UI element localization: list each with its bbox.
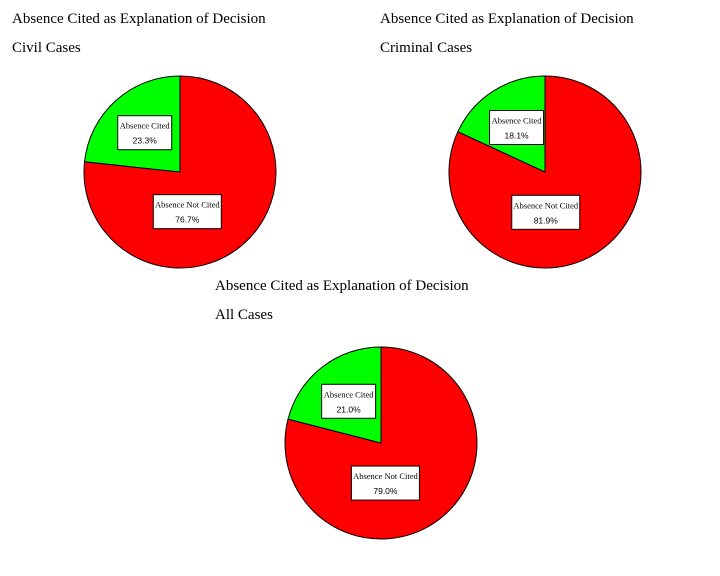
label-absence-cited: Absence Cited 21.0% (321, 383, 377, 419)
chart-title: Absence Cited as Explanation of Decision (215, 278, 469, 294)
chart-subtitle: All Cases (215, 307, 273, 323)
slice-label: Absence Cited (324, 389, 375, 399)
slice-value: 23.3% (133, 136, 158, 146)
chart-title: Absence Cited as Explanation of Decision (380, 11, 634, 27)
label-absence-cited: Absence Cited 23.3% (117, 115, 173, 151)
pie-slice-absence-not-cited (284, 346, 478, 540)
slice-label: Absence Not Cited (155, 200, 220, 210)
slice-value: 79.0% (373, 486, 398, 496)
slice-label: Absence Not Cited (513, 200, 578, 210)
pie-slice-absence-not-cited (448, 75, 642, 269)
chart-title: Absence Cited as Explanation of Decision (12, 11, 266, 27)
slice-label: Absence Not Cited (353, 471, 418, 481)
slice-label: Absence Cited (492, 116, 543, 126)
chart-subtitle: Civil Cases (12, 40, 81, 56)
label-absence-cited: Absence Cited 18.1% (489, 110, 545, 146)
label-absence-not-cited: Absence Not Cited 76.7% (152, 194, 222, 230)
label-absence-not-cited: Absence Not Cited 81.9% (511, 194, 581, 230)
pie-slice-absence-not-cited (83, 75, 277, 269)
slice-label: Absence Cited (120, 121, 171, 131)
slice-value: 21.0% (337, 404, 362, 414)
slice-value: 18.1% (505, 131, 530, 141)
chart-subtitle: Criminal Cases (380, 40, 473, 56)
slice-value: 76.7% (175, 215, 200, 225)
label-absence-not-cited: Absence Not Cited 79.0% (350, 465, 420, 501)
slice-value: 81.9% (534, 215, 559, 225)
